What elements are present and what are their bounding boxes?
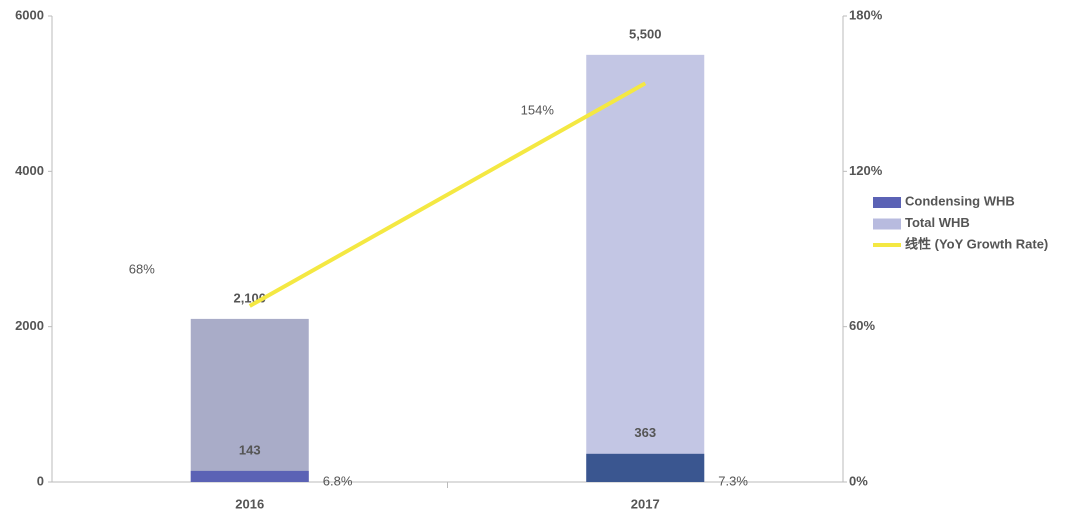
annotation: 7.3% xyxy=(718,473,748,488)
bar xyxy=(190,318,309,482)
y2-tick-label: 180% xyxy=(849,7,883,22)
bar xyxy=(586,54,705,482)
legend-swatch xyxy=(873,197,901,208)
x-tick-label: 2017 xyxy=(631,496,660,511)
y-tick-label: 6000 xyxy=(15,7,44,22)
x-tick-label: 2016 xyxy=(235,496,264,511)
y2-tick-label: 120% xyxy=(849,163,883,178)
y-tick-label: 2000 xyxy=(15,318,44,333)
legend-swatch xyxy=(873,218,901,230)
line-label: 68% xyxy=(129,261,155,276)
y-tick-label: 0 xyxy=(37,473,44,488)
legend-label: Total WHB xyxy=(905,215,970,230)
legend-label: 线性 (YoY Growth Rate) xyxy=(905,236,1048,251)
y-tick-label: 4000 xyxy=(15,163,44,178)
data-label: 143 xyxy=(239,442,261,457)
y2-tick-label: 60% xyxy=(849,318,875,333)
line-label: 154% xyxy=(521,103,555,118)
bar xyxy=(190,470,309,482)
line xyxy=(248,81,647,308)
data-label: 363 xyxy=(634,425,656,440)
legend-label: Condensing WHB xyxy=(905,193,1015,208)
data-label: 5,500 xyxy=(629,26,662,41)
y2-tick-label: 0% xyxy=(849,473,868,488)
annotation: 6.8% xyxy=(323,473,353,488)
bar xyxy=(586,453,705,482)
